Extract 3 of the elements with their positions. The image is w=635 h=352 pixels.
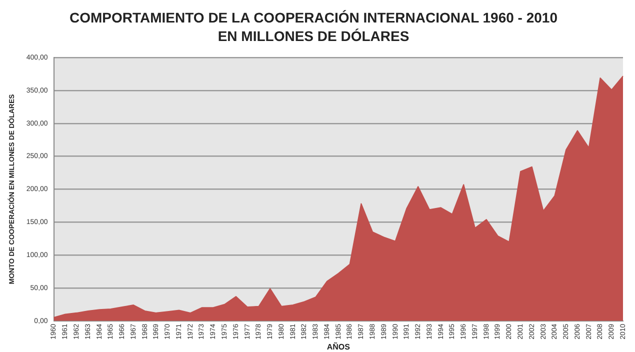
chart-title: COMPORTAMIENTO DE LA COOPERACIÓN INTERNACIONAL 1960 - 2010: [70, 9, 558, 26]
x-axis-title: AÑOS: [326, 341, 351, 352]
chart-subtitle: EN MILLONES DE DÓLARES: [218, 28, 410, 44]
